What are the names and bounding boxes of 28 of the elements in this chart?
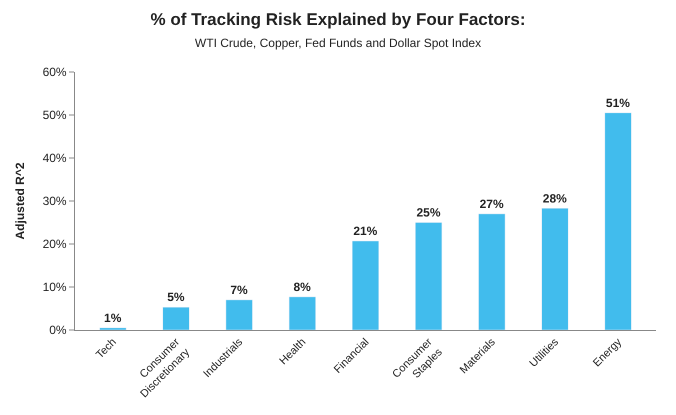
bar <box>478 214 506 330</box>
chart-title: % of Tracking Risk Explained by Four Factors: <box>150 10 526 29</box>
bar <box>415 222 442 330</box>
data-label: 7% <box>230 282 248 297</box>
data-label: 5% <box>167 290 185 304</box>
bar <box>604 112 632 330</box>
y-tick-label: 30% <box>42 194 67 208</box>
bar <box>162 306 190 330</box>
data-label: 28% <box>542 191 568 206</box>
bar <box>226 300 253 330</box>
y-tick-label: 20% <box>42 237 67 252</box>
bar <box>288 296 316 330</box>
data-label: 8% <box>294 280 312 294</box>
bar <box>541 208 568 330</box>
data-label: 25% <box>416 206 441 220</box>
y-tick-label: 10% <box>42 280 67 294</box>
data-label: 27% <box>480 196 504 211</box>
y-tick-label: 60% <box>42 65 67 80</box>
y-tick-label: 40% <box>42 151 67 166</box>
y-axis-title: Adjusted R^2 <box>12 162 27 240</box>
data-label: 51% <box>606 96 630 110</box>
data-label: 21% <box>353 224 378 238</box>
y-tick-label: 50% <box>42 108 67 122</box>
bar <box>352 240 380 330</box>
x-tick-label: Tech <box>94 336 119 362</box>
data-label: 1% <box>104 310 122 325</box>
y-tick-label: 0% <box>49 323 67 338</box>
chart-subtitle: WTI Crude, Copper, Fed Funds and Dollar Spot Index <box>194 36 482 50</box>
